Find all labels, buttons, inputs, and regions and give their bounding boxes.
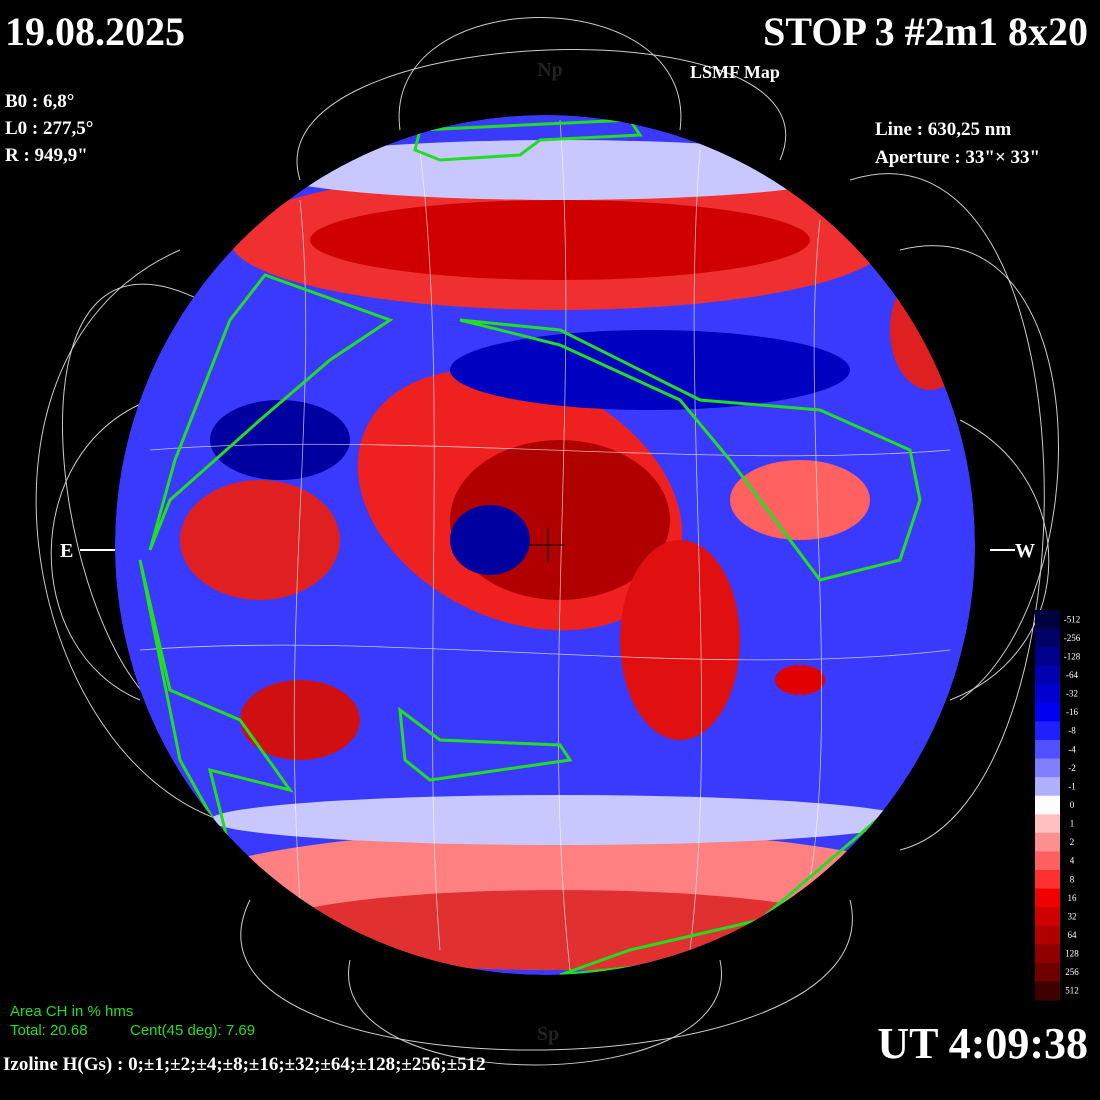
colorbar-label: -512 [1064,614,1081,624]
colorbar-label: 8 [1070,874,1075,884]
izoline: Izoline H(Gs) : 0;±1;±2;±4;±8;±16;±32;±6… [3,1054,486,1075]
colorbar-label: 32 [1068,911,1077,921]
colorbar-swatch [1035,981,1060,1001]
colorbar-label: -8 [1068,726,1076,736]
colorbar-label: 2 [1070,837,1075,847]
colorbar-swatch [1035,702,1060,722]
colorbar-label: 1 [1070,819,1075,829]
colorbar-swatch [1035,610,1060,630]
param: Aperture : 33"× 33" [875,147,1040,168]
colorbar-swatch [1035,944,1060,964]
direction-label: Np [537,59,563,81]
colorbar-swatch [1035,647,1060,667]
colorbar-swatch [1035,814,1060,834]
colorbar-label: 4 [1070,856,1075,866]
area-total: Total: 20.68 [10,1022,88,1039]
colorbar-label: 64 [1068,930,1078,940]
date: 19.08.2025 [5,9,185,54]
title: STOP 3 #2m1 8x20 [763,9,1088,54]
colorbar-label: -64 [1066,670,1078,680]
param: L0 : 277,5° [5,118,93,139]
colorbar-label: 128 [1065,949,1079,959]
colorbar: -512 -256 -128 -64 -32 -16 -8 -4 -2 -1 0 1 2 4 8 16 32 64… [1035,610,1081,1001]
colorbar-swatch [1035,740,1060,760]
colorbar-swatch [1035,962,1060,982]
colorbar-swatch [1035,851,1060,871]
colorbar-swatch [1035,777,1060,797]
colorbar-swatch [1035,925,1060,945]
direction-label: E [60,540,73,562]
colorbar-swatch [1035,721,1060,741]
direction-label: Sp [537,1023,559,1045]
subtitle: LSMF Map [690,62,780,82]
colorbar-label: -2 [1068,763,1076,773]
param: Line : 630,25 nm [875,119,1011,140]
field-lines-outer [35,17,1059,1066]
colorbar-swatch [1035,907,1060,927]
colorbar-swatch [1035,888,1060,908]
param: B0 : 6,8° [5,91,74,112]
direction-label: W [1015,540,1035,562]
area-title: Area CH in % hms [10,1003,133,1020]
colorbar-label: 256 [1065,967,1079,977]
area-cent: Cent(45 deg): 7.69 [130,1022,255,1039]
colorbar-label: 512 [1065,986,1079,996]
time: UT 4:09:38 [877,1019,1088,1068]
colorbar-label: -4 [1068,744,1076,754]
colorbar-label: 0 [1070,800,1075,810]
colorbar-label: -32 [1066,689,1078,699]
colorbar-swatch [1035,628,1060,648]
colorbar-swatch [1035,870,1060,890]
param: R : 949,9" [5,145,88,166]
colorbar-label: -256 [1064,633,1081,643]
colorbar-swatch [1035,684,1060,704]
colorbar-swatch [1035,832,1060,852]
colorbar-label: -16 [1066,707,1078,717]
colorbar-label: 16 [1068,893,1078,903]
colorbar-swatch [1035,665,1060,685]
colorbar-label: -1 [1068,781,1076,791]
colorbar-swatch [1035,758,1060,778]
colorbar-swatch [1035,795,1060,815]
colorbar-label: -128 [1064,651,1081,661]
